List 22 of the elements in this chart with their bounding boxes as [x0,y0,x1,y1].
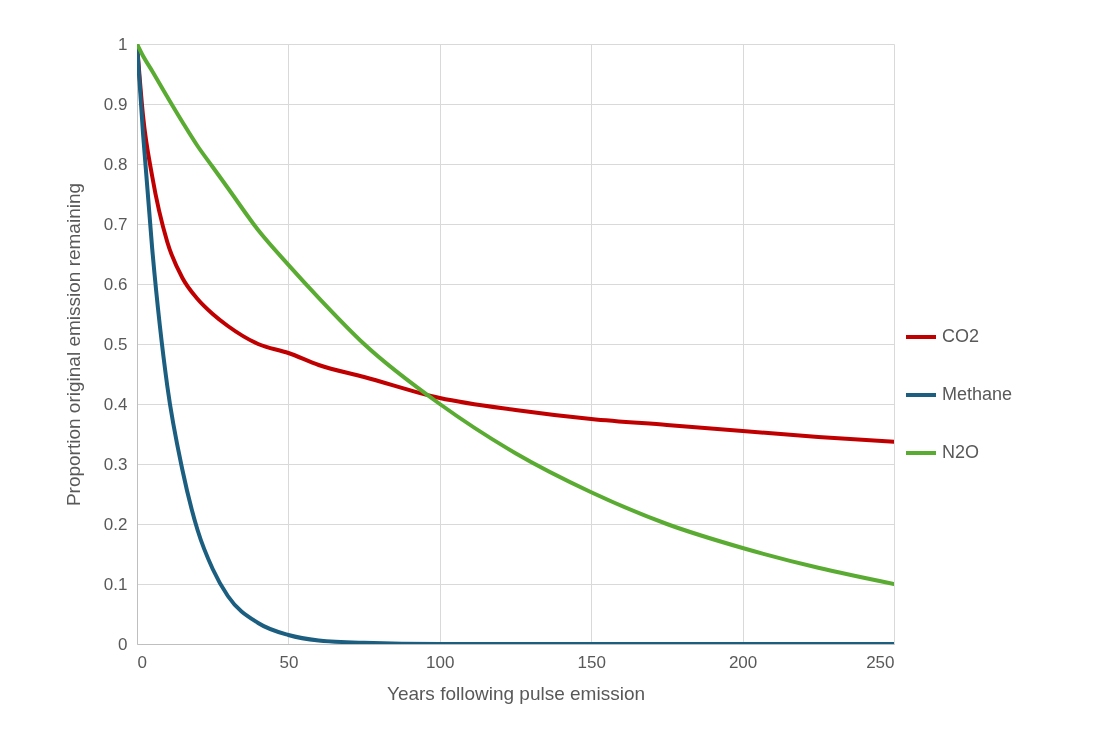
y-axis-title: Proportion original emission remaining [62,182,84,507]
x-tick-label: 100 [426,652,455,672]
legend-label: N2O [942,442,980,462]
legend-label: Methane [942,384,1013,404]
x-tick-label: 250 [866,652,895,672]
y-tick-label: 0.1 [103,574,128,594]
y-tick-label: 0.5 [103,334,128,354]
y-tick-label: 0.4 [103,394,128,414]
y-tick-label: 1 [118,34,128,54]
x-tick-label: 200 [728,652,758,672]
y-tick-label: 0.7 [103,214,128,234]
y-tick-label: 0.9 [103,94,128,114]
y-tick-label: 0.8 [103,154,128,174]
x-tick-label: 50 [279,652,299,672]
x-axis-title: Years following pulse emission [386,682,646,704]
legend-label: CO2 [942,326,980,346]
y-tick-label: 0.6 [103,274,128,294]
x-tick-label: 150 [577,652,606,672]
y-tick-label: 0.3 [103,454,128,474]
x-tick-label: 0 [137,652,147,672]
y-tick-label: 0 [118,634,128,654]
y-tick-label: 0.2 [103,514,128,534]
